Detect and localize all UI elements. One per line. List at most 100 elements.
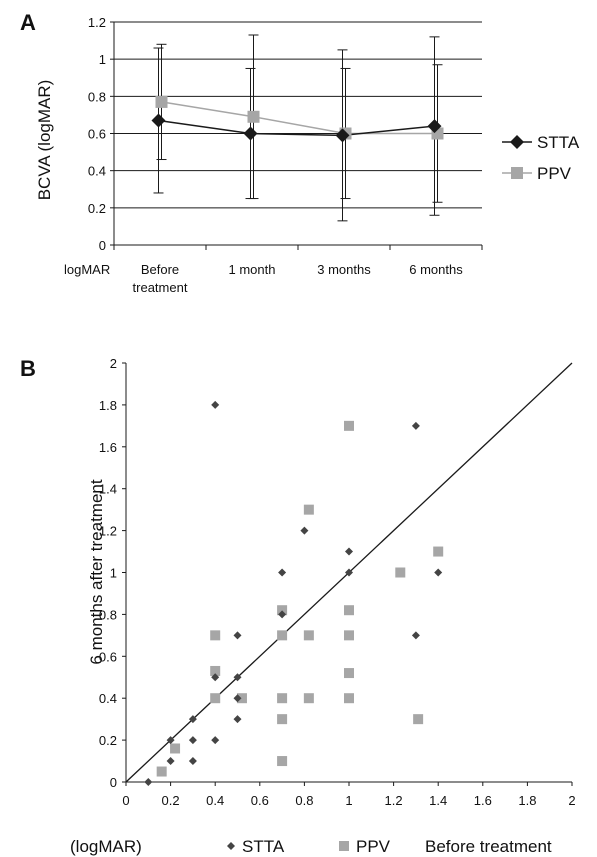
chart-a-ylabel: BCVA (logMAR) [35, 80, 54, 201]
legend-ppv-label-a: PPV [537, 164, 572, 183]
chart-b-x-tick-label: 1.8 [518, 793, 536, 808]
panel-a-label: A [20, 10, 36, 35]
chart-b-x-tick-label: 1.4 [429, 793, 447, 808]
chart-a-y-tick-label: 0.2 [88, 201, 106, 216]
chart-b: 0 0.2 0.4 0.6 0.8 1 1.2 1.4 1.6 1.8 2 0 0.2 0.4 0.6 0.8… [99, 356, 576, 808]
chart-a-point-stta [427, 119, 442, 134]
chart-b-y-tick-label: 0.2 [99, 733, 117, 748]
chart-b-legend: STTA PPV [227, 837, 391, 856]
chart-b-point-ppv [170, 743, 181, 754]
chart-b-point-ppv [277, 630, 288, 641]
chart-b-point-stta [278, 568, 287, 577]
chart-b-point-ppv [277, 605, 288, 616]
chart-a-x-tick-label: Before treatment [133, 262, 188, 295]
legend-stta-marker-b [227, 842, 235, 850]
chart-b-point-stta [411, 421, 420, 430]
chart-b-point-stta [211, 400, 220, 409]
chart-b-point-stta [188, 736, 197, 745]
chart-b-xlabel: Before treatment [425, 837, 552, 856]
chart-b-point-ppv [344, 420, 354, 431]
chart-b-y-tick-label: 1 [110, 566, 117, 581]
chart-a-x-tick-label: 3 months [317, 262, 371, 277]
chart-b-point-stta [233, 694, 242, 703]
chart-b-point-stta [144, 778, 153, 786]
chart-b-y-tick-label: 0.8 [99, 607, 117, 622]
chart-a-y-tick-label: 1 [99, 52, 106, 67]
chart-b-y-tick-label: 1.6 [99, 440, 117, 455]
chart-b-y-tick-label: 1.2 [99, 524, 117, 539]
panel-b-label: B [20, 356, 36, 381]
chart-b-point-stta [188, 757, 197, 766]
chart-b-point-stta [434, 568, 443, 577]
chart-a-point-stta [243, 126, 258, 141]
chart-a-line-stta [158, 119, 435, 137]
chart-b-point-stta [233, 715, 242, 724]
chart-b-point-ppv [413, 714, 424, 725]
chart-b-point-ppv [344, 630, 354, 641]
chart-b-y-tick-label: 0 [110, 775, 117, 790]
legend-stta-label-b: STTA [242, 837, 285, 856]
chart-b-point-ppv [303, 504, 314, 515]
chart-b-point-ppv [277, 756, 288, 767]
chart-b-x-unit-label: (logMAR) [70, 837, 142, 856]
chart-b-point-stta [233, 631, 242, 640]
chart-b-point-ppv [395, 567, 406, 578]
chart-a-x-tick-label: 1 month [229, 262, 276, 277]
chart-b-point-ppv [303, 693, 314, 704]
chart-a: 0 0.2 0.4 0.6 0.8 1 1.2 Before treatment 1 month 3… [88, 15, 483, 295]
chart-b-x-tick-label: 2 [568, 793, 575, 808]
chart-b-point-ppv [156, 766, 167, 777]
chart-b-x-tick-label: 0 [122, 793, 129, 808]
legend-stta-label-a: STTA [537, 133, 580, 152]
chart-b-point-ppv [210, 630, 221, 641]
chart-b-point-ppv [344, 605, 354, 616]
chart-b-y-tick-label: 1.8 [99, 398, 117, 413]
chart-b-point-ppv [277, 714, 288, 725]
chart-b-x-tick-label: 1.6 [474, 793, 492, 808]
legend-ppv-label-b: PPV [356, 837, 391, 856]
chart-b-point-stta [411, 631, 420, 640]
chart-b-point-stta [211, 736, 220, 745]
chart-b-point-stta [345, 568, 353, 577]
chart-b-point-stta [166, 736, 175, 745]
chart-b-point-stta [188, 715, 197, 724]
chart-b-x-tick-label: 0.8 [295, 793, 313, 808]
chart-b-point-ppv [344, 668, 354, 679]
chart-a-y-tick-label: 0.6 [88, 127, 106, 142]
chart-a-point-ppv [155, 95, 168, 108]
chart-b-point-stta [278, 610, 287, 619]
chart-a-point-ppv [247, 110, 260, 123]
chart-a-line-ppv [161, 101, 438, 135]
chart-b-point-ppv [210, 693, 221, 704]
chart-b-y-tick-label: 0.6 [99, 649, 117, 664]
chart-b-x-tick-label: 0.6 [251, 793, 269, 808]
chart-b-point-ppv [277, 693, 288, 704]
chart-b-point-ppv [344, 693, 354, 704]
chart-b-point-stta [166, 757, 175, 766]
chart-b-point-ppv [210, 665, 221, 676]
chart-b-ylabel: 6 months after treatment [87, 479, 106, 664]
chart-b-point-ppv [236, 693, 247, 704]
chart-b-point-stta [211, 673, 220, 682]
chart-a-y-tick-label: 0 [99, 238, 106, 253]
chart-a-point-stta [335, 128, 350, 143]
chart-a-x-corner-label: logMAR [64, 262, 110, 277]
chart-b-x-tick-label: 1.2 [385, 793, 403, 808]
chart-b-point-ppv [433, 546, 444, 557]
chart-a-y-tick-label: 0.8 [88, 89, 106, 104]
chart-b-x-tick-label: 0.2 [162, 793, 180, 808]
legend-ppv-marker-a [511, 167, 523, 179]
chart-a-x-tick-label: 6 months [409, 262, 463, 277]
legend-ppv-marker-b [339, 841, 349, 851]
chart-b-x-tick-label: 1 [345, 793, 352, 808]
chart-b-y-tick-label: 2 [110, 356, 117, 371]
chart-b-y-tick-label: 1.4 [99, 482, 117, 497]
chart-a-legend: STTA PPV [502, 133, 580, 183]
legend-stta-marker-a [510, 135, 524, 149]
chart-b-y-tick-label: 0.4 [99, 691, 117, 706]
chart-b-point-stta [345, 547, 353, 556]
chart-b-point-ppv [303, 630, 314, 641]
chart-b-point-stta [233, 673, 242, 682]
chart-b-x-tick-label: 0.4 [206, 793, 224, 808]
